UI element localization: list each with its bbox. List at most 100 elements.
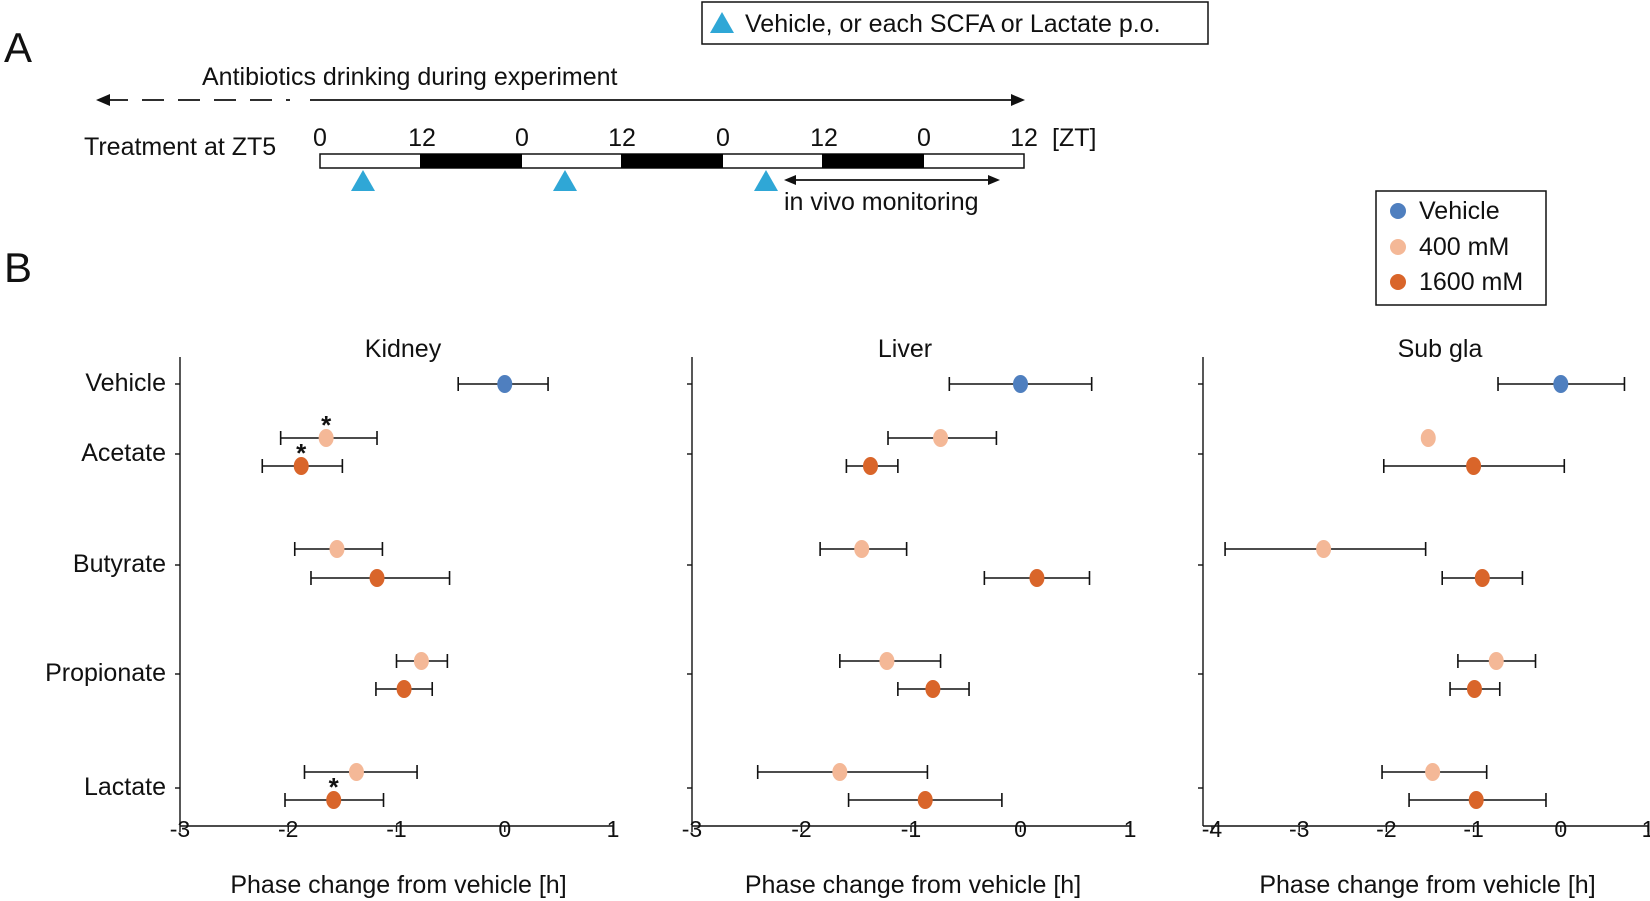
zt-tick-1: 12 [408, 124, 436, 152]
antibiotics-text: Antibiotics drinking during experiment [202, 63, 618, 91]
point-marker [1474, 569, 1490, 587]
monitoring-right-arrowhead-icon [988, 175, 1000, 185]
panel-a-legend: Vehicle, or each SCFA or Lactate p.o. [701, 1, 1209, 45]
treatment-triangle-icon-2 [553, 170, 577, 191]
data-point-acetate-1600mm: * [261, 438, 344, 475]
data-point-lactate-1600mm [847, 791, 1003, 809]
x-tick-label: -3 [170, 816, 190, 842]
x-tick-label: 0 [498, 816, 511, 842]
x-tick-label: -1 [1463, 816, 1483, 842]
significance-star: * [296, 438, 307, 468]
x-tick-label: 0 [1014, 816, 1027, 842]
data-point-propionate-400mm [1457, 652, 1537, 670]
legend-400mm-label: 400 mM [1419, 233, 1509, 261]
point-marker [413, 652, 429, 670]
plot-title: Sub gla [1398, 335, 1483, 363]
significance-star: * [329, 772, 340, 802]
data-point-acetate-1600mm [845, 457, 899, 475]
panel-a-legend-text: Vehicle, or each SCFA or Lactate p.o. [745, 10, 1161, 38]
point-marker [1468, 791, 1484, 809]
point-marker [917, 791, 933, 809]
treatment-label: Treatment at ZT5 [84, 133, 276, 161]
plot-kidney: Kidney -3 -2 -1 0 1 Phase change from vehicle … [170, 335, 620, 899]
panel-a-legend-box [701, 1, 1209, 45]
x-tick-label: 0 [1554, 816, 1567, 842]
legend-triangle-icon [710, 12, 734, 33]
point-marker [326, 791, 342, 809]
x-tick-label: -2 [1376, 816, 1396, 842]
x-tick-label: -4 [1202, 816, 1223, 842]
x-axis-label: Phase change from vehicle [h] [230, 871, 566, 899]
data-point-lactate-1600mm: * [284, 772, 385, 809]
x-tick-label: 1 [1124, 816, 1137, 842]
data-point-lactate-400mm [756, 763, 929, 781]
data-point-propionate-1600mm [897, 680, 970, 698]
point-marker [854, 540, 870, 558]
forest-plots: Kidney -3 -2 -1 0 1 Phase change from vehicle … [170, 335, 1650, 899]
point-marker [497, 375, 513, 393]
x-tick-label: -1 [901, 816, 921, 842]
x-tick-label: 1 [607, 816, 620, 842]
panel-a-letter: A [4, 24, 32, 71]
treatment-triangle-icon-1 [351, 170, 375, 191]
plot-title: Kidney [365, 335, 442, 363]
point-marker [1488, 652, 1504, 670]
x-axis-label: Phase change from vehicle [h] [745, 871, 1081, 899]
plot-sub-gla: Sub gla -4 -3 -2 -1 0 1 Phase change from vehic… [1198, 335, 1650, 899]
data-point-propionate-1600mm [375, 680, 434, 698]
plot-liver: Liver -3 -2 -1 0 1 Phase change from vehicle [… [682, 335, 1137, 899]
x-tick-label: -3 [682, 816, 702, 842]
point-marker [862, 457, 878, 475]
point-marker [925, 680, 941, 698]
point-marker [1316, 540, 1332, 558]
legend-1600mm-marker [1390, 274, 1406, 290]
data-point-butyrate-1600mm [1441, 569, 1524, 587]
light-dark-timeline [319, 153, 1025, 169]
zt-tick-4: 0 [716, 124, 730, 152]
antibiotics-arrow [96, 94, 1025, 106]
dark-phase-2 [621, 154, 723, 168]
data-point-vehicle-vehicle [457, 375, 549, 393]
row-label-vehicle: Vehicle [85, 369, 166, 397]
dark-phase-1 [420, 154, 522, 168]
antibiotics-right-arrowhead-icon [1011, 94, 1025, 106]
data-point-vehicle-vehicle [948, 375, 1093, 393]
monitoring-arrow [784, 175, 1000, 185]
point-marker [1425, 763, 1441, 781]
data-point-propionate-400mm [839, 652, 942, 670]
plot-title: Liver [878, 335, 932, 363]
point-marker [1466, 457, 1482, 475]
point-marker [1553, 375, 1569, 393]
data-point-butyrate-1600mm [983, 569, 1091, 587]
data-point-butyrate-1600mm [310, 569, 451, 587]
panel-b-letter: B [4, 244, 32, 291]
zt-tick-6: 0 [917, 124, 931, 152]
zt-tick-7: 12 [1010, 124, 1038, 152]
x-tick-label: -3 [1289, 816, 1309, 842]
panel-b-legend: Vehicle 400 mM 1600 mM [1375, 190, 1547, 306]
row-label-butyrate: Butyrate [73, 550, 166, 578]
treatment-triangle-icon-3 [754, 170, 778, 191]
point-marker [348, 763, 364, 781]
data-point-lactate-400mm [303, 763, 418, 781]
point-marker [293, 457, 309, 475]
point-marker [879, 652, 895, 670]
x-tick-label: -2 [278, 816, 298, 842]
row-label-acetate: Acetate [81, 439, 166, 467]
data-point-vehicle-vehicle [1497, 375, 1626, 393]
zt-unit: [ZT] [1052, 124, 1096, 152]
point-marker [318, 429, 334, 447]
row-label-propionate: Propionate [45, 659, 166, 687]
data-point-butyrate-400mm [293, 540, 384, 558]
point-marker [1013, 375, 1028, 393]
data-point-lactate-400mm [1381, 763, 1488, 781]
data-point-propionate-1600mm [1449, 680, 1501, 698]
legend-vehicle-label: Vehicle [1419, 197, 1500, 225]
data-point-acetate-400mm [887, 429, 998, 447]
data-point-propionate-400mm [395, 652, 449, 670]
zt-tick-labels: 0 12 0 12 0 12 0 12 [313, 124, 1038, 152]
zt-tick-3: 12 [608, 124, 636, 152]
data-point-acetate-1600mm [1382, 457, 1566, 475]
data-point-acetate-400mm [1420, 429, 1436, 447]
